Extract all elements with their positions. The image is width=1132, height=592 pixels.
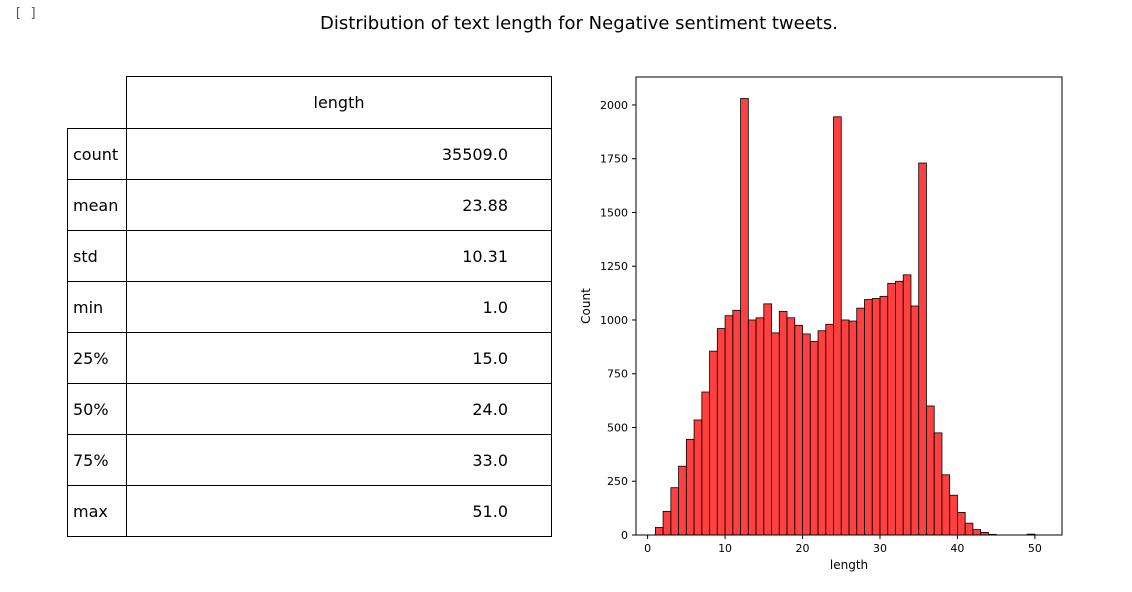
x-tick-label: 30	[873, 542, 887, 555]
histogram-bar	[864, 299, 873, 536]
x-tick-label: 50	[1028, 542, 1042, 555]
table-row: std 10.31	[67, 230, 552, 282]
histogram-bar	[716, 328, 726, 536]
histogram-bar	[949, 494, 958, 536]
histogram-bar	[654, 527, 664, 536]
histogram-bar	[724, 315, 734, 536]
table-row: max 51.0	[67, 485, 552, 537]
table-row: 50% 24.0	[67, 383, 552, 435]
row-label: max	[67, 485, 127, 537]
table-row: 25% 15.0	[67, 332, 552, 384]
histogram-bar	[678, 465, 687, 536]
histogram-bar	[670, 487, 680, 536]
histogram-bar	[701, 391, 710, 536]
histogram-bar	[933, 432, 943, 536]
row-value: 23.88	[126, 179, 552, 231]
histogram-bar	[957, 512, 966, 536]
histogram-bar	[771, 332, 780, 536]
row-value: 1.0	[126, 281, 552, 333]
histogram-bar	[941, 474, 951, 536]
table-row: count 35509.0	[67, 128, 552, 180]
row-value: 35509.0	[126, 128, 552, 180]
histogram-bar	[926, 405, 935, 536]
row-label: 25%	[67, 332, 127, 384]
x-axis-label: length	[830, 558, 868, 572]
y-tick-label: 0	[621, 529, 628, 542]
row-value: 10.31	[126, 230, 552, 282]
histogram-bar	[817, 330, 827, 536]
stats-table: length count 35509.0 mean 23.88 std 10.31 m…	[67, 76, 552, 537]
row-label: 75%	[67, 434, 127, 486]
table-row: min 1.0	[67, 281, 552, 333]
x-tick-label: 10	[718, 542, 732, 555]
histogram-bar	[972, 529, 982, 536]
y-tick-label: 250	[607, 475, 628, 488]
figure-title: Distribution of text length for Negative…	[320, 13, 838, 34]
histogram-bar	[848, 320, 858, 536]
x-tick-label: 0	[644, 542, 651, 555]
histogram-bar	[825, 323, 834, 536]
histogram-bar	[879, 295, 889, 536]
histogram-bar	[833, 116, 842, 536]
row-value: 51.0	[126, 485, 552, 537]
histogram-bar	[856, 307, 865, 536]
histogram-bar	[809, 341, 819, 536]
table-row: mean 23.88	[67, 179, 552, 231]
y-tick-label: 500	[607, 421, 628, 434]
row-label: 50%	[67, 383, 127, 435]
x-tick-label: 40	[950, 542, 964, 555]
histogram-bar	[918, 162, 927, 536]
plot-frame	[635, 76, 1063, 536]
histogram-bar	[747, 319, 757, 536]
histogram-bar	[902, 274, 912, 536]
histogram-bar	[740, 98, 749, 536]
histogram-bar	[802, 333, 811, 536]
histogram-bar	[794, 324, 803, 536]
row-value: 15.0	[126, 332, 552, 384]
table-corner	[67, 76, 127, 129]
histogram-bar	[778, 310, 788, 536]
histogram-bar	[910, 305, 920, 536]
cell-prompt[interactable]: [ ]	[14, 6, 38, 21]
histogram-bar	[840, 319, 850, 536]
y-tick-label: 2000	[600, 99, 628, 112]
y-tick-label: 1750	[600, 153, 628, 166]
histogram-bar	[693, 419, 703, 536]
histogram-bar	[871, 298, 881, 536]
y-tick-label: 1000	[600, 314, 628, 327]
histogram-bar	[964, 522, 974, 536]
y-axis-label: Count	[579, 288, 593, 324]
histogram-bar	[732, 309, 741, 536]
histogram-bar	[786, 317, 796, 536]
histogram-bar	[709, 350, 718, 536]
histogram-bar	[755, 317, 765, 536]
column-header-length: length	[126, 76, 552, 129]
histogram-bar	[887, 283, 896, 536]
histogram-bar	[763, 303, 772, 536]
y-tick-label: 1500	[600, 206, 628, 219]
histogram-bar	[685, 438, 695, 536]
row-label: mean	[67, 179, 127, 231]
histogram-bar	[662, 510, 672, 536]
histogram-bar	[895, 280, 904, 536]
y-tick-label: 1250	[600, 260, 628, 273]
x-tick-label: 20	[796, 542, 810, 555]
y-tick-label: 750	[607, 368, 628, 381]
row-value: 24.0	[126, 383, 552, 435]
